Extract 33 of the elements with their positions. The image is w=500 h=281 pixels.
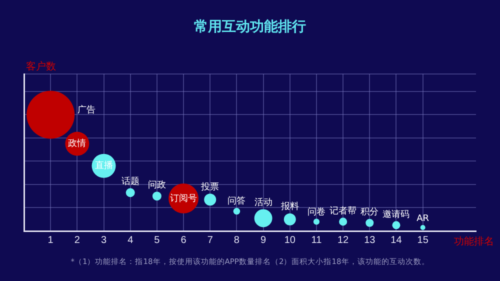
x-tick-label: 5 [154,234,160,246]
x-tick-label: 2 [74,234,80,246]
annotation: 邀请码 [382,209,410,220]
annotation: 政情 [68,138,86,150]
annotation: 问答 [228,196,246,207]
y-axis-title: 客户数 [26,60,56,73]
x-tick-label: 8 [234,234,240,246]
x-axis-title: 功能排名 [454,236,494,248]
chart-title: 常用互动功能排行 [193,18,307,36]
x-tick-label: 3 [100,234,107,246]
annotation: AR [416,214,430,224]
x-tick-label: 7 [207,234,214,246]
annotation: 广告 [78,104,96,116]
annotation: 投票 [200,181,220,192]
annotation: 问政 [148,179,166,190]
annotation: 话题 [121,176,140,187]
x-tick-label: 10 [284,234,296,246]
x-tick-label: 14 [390,234,402,246]
annotation: 直播 [94,160,113,172]
x-tick-label: 15 [417,234,429,246]
x-tick-label: 9 [260,234,267,246]
annotation: 活动 [254,197,272,208]
annotation: 记者帮 [330,206,357,217]
x-tick-label: 6 [180,234,187,246]
x-tick-label: 1 [48,234,54,246]
annotation: 问卷 [307,206,326,218]
x-tick-label: 12 [337,234,350,246]
annotation: 报料 [280,201,299,212]
x-tick-label: 13 [364,234,376,246]
annotation: 积分 [360,206,379,218]
annotation: 订阅号 [170,192,198,204]
x-tick-label: 11 [311,234,322,246]
x-tick-label: 4 [128,234,134,246]
